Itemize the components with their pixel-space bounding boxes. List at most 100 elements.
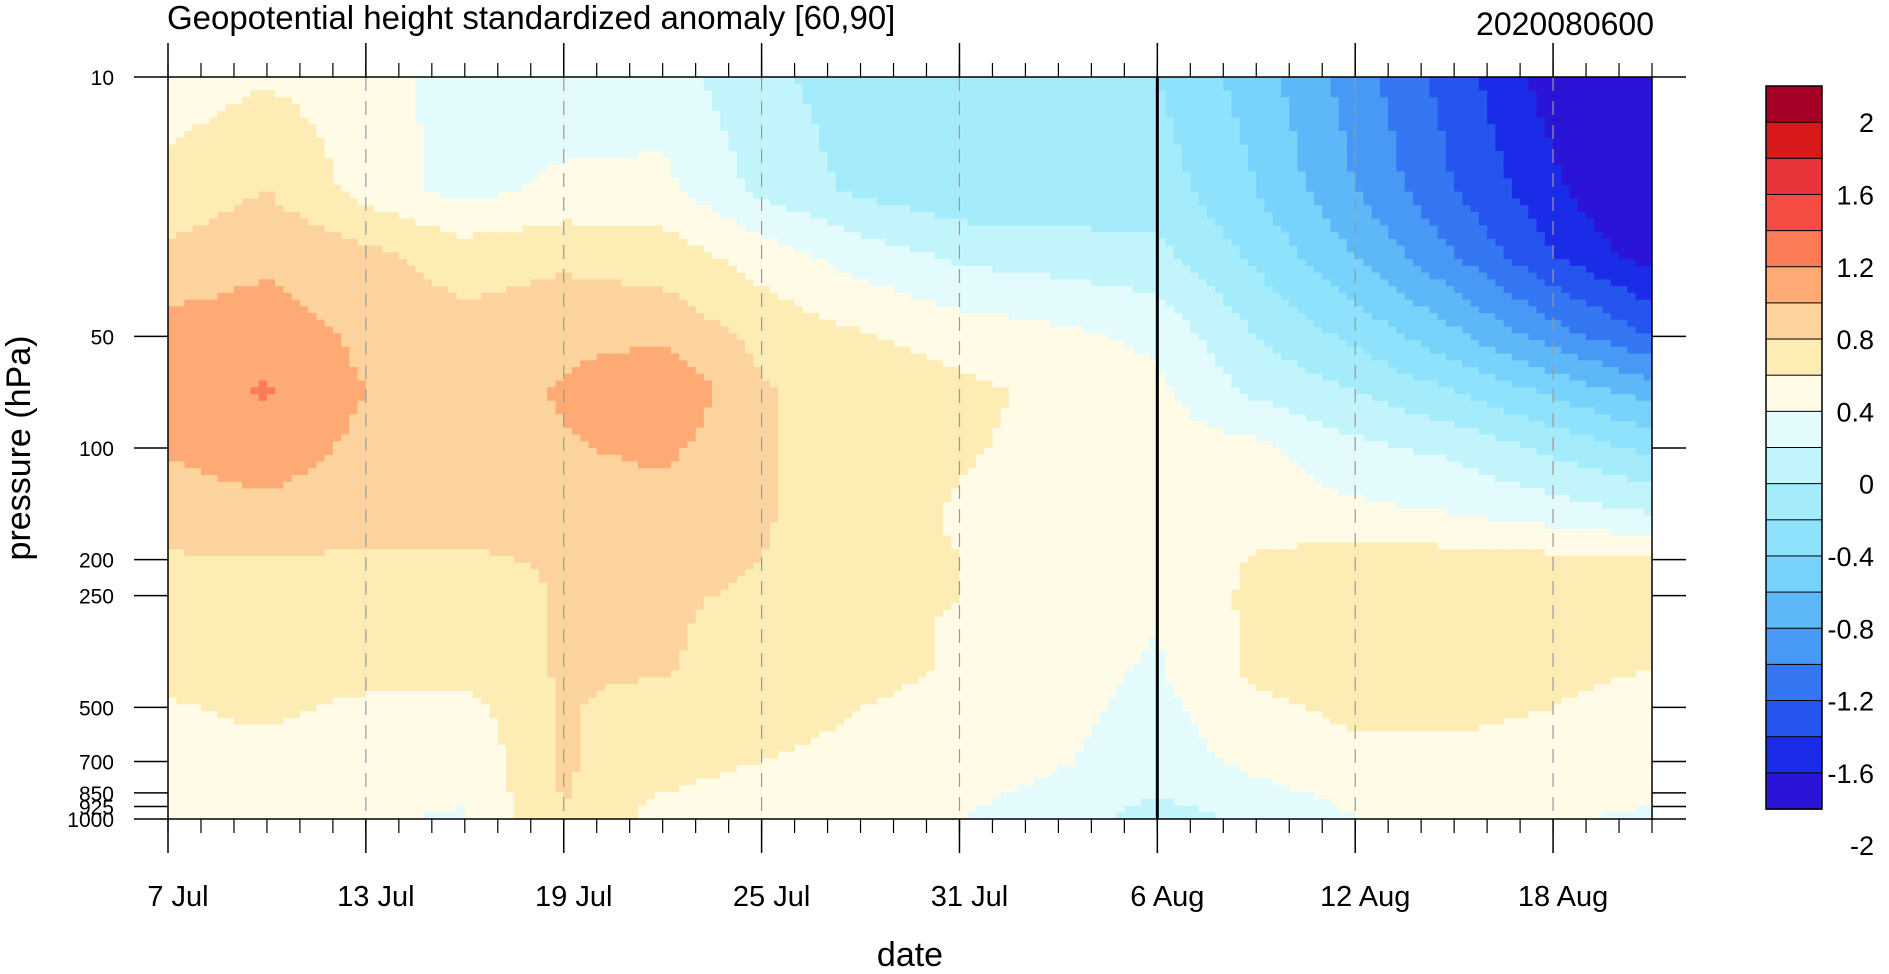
anomaly-cell (316, 697, 326, 705)
anomaly-cell (209, 387, 219, 395)
anomaly-cell (168, 178, 177, 186)
anomaly-cell (275, 481, 285, 490)
anomaly-cell (390, 238, 400, 247)
anomaly-cell (481, 441, 491, 449)
anomaly-cell (250, 319, 260, 328)
anomaly-cell (233, 218, 243, 226)
anomaly-cell (168, 157, 177, 166)
anomaly-cell (349, 198, 359, 206)
anomaly-cell (514, 576, 524, 584)
anomaly-cell (217, 252, 227, 260)
anomaly-cell (242, 252, 252, 260)
anomaly-cell (415, 299, 425, 307)
anomaly-cell (266, 630, 276, 638)
anomaly-cell (291, 616, 301, 624)
anomaly-cell (283, 697, 293, 705)
anomaly-cell (530, 130, 540, 139)
anomaly-cell (539, 211, 548, 220)
anomaly-cell (522, 434, 532, 442)
anomaly-cell (299, 137, 309, 146)
anomaly-cell (473, 555, 482, 564)
anomaly-cell (283, 198, 293, 206)
anomaly-cell (423, 704, 433, 712)
anomaly-cell (390, 333, 400, 341)
anomaly-cell (176, 690, 186, 699)
anomaly-cell (431, 265, 441, 274)
anomaly-cell (423, 657, 433, 665)
anomaly-cell (275, 110, 285, 119)
anomaly-cell (398, 758, 408, 766)
anomaly-cell (522, 758, 532, 766)
anomaly-cell (176, 353, 186, 361)
anomaly-cell (390, 313, 400, 321)
anomaly-cell (324, 144, 334, 152)
anomaly-cell (258, 97, 268, 105)
anomaly-cell (522, 474, 532, 483)
anomaly-cell (489, 771, 499, 780)
anomaly-cell (233, 555, 243, 564)
anomaly-cell (200, 542, 210, 550)
anomaly-cell (266, 522, 276, 530)
anomaly-cell (506, 657, 515, 665)
anomaly-cell (407, 589, 416, 597)
anomaly-cell (473, 528, 482, 537)
anomaly-cell (225, 164, 235, 173)
anomaly-cell (415, 272, 425, 280)
anomaly-cell (481, 144, 491, 152)
anomaly-cell (514, 738, 524, 746)
anomaly-cell (473, 576, 482, 584)
anomaly-cell (299, 326, 309, 334)
anomaly-cell (299, 292, 309, 301)
anomaly-cell (200, 265, 210, 274)
anomaly-cell (407, 778, 416, 786)
anomaly-cell (382, 501, 392, 510)
anomaly-cell (283, 279, 293, 287)
anomaly-cell (365, 252, 375, 260)
anomaly-cell (497, 630, 507, 638)
anomaly-cell (168, 805, 177, 813)
anomaly-cell (448, 299, 458, 307)
anomaly-cell (233, 184, 243, 193)
anomaly-cell (357, 677, 367, 685)
anomaly-cell (390, 812, 400, 819)
anomaly-cell (514, 387, 524, 395)
anomaly-cell (250, 778, 260, 786)
anomaly-cell (291, 130, 301, 139)
anomaly-cell (398, 198, 408, 206)
anomaly-cell (242, 731, 252, 739)
anomaly-cell (308, 130, 317, 139)
anomaly-cell (209, 144, 219, 152)
anomaly-cell (291, 697, 301, 705)
anomaly-cell (390, 582, 400, 591)
anomaly-cell (283, 751, 293, 759)
anomaly-cell (448, 468, 458, 476)
anomaly-cell (192, 360, 202, 368)
anomaly-cell (522, 636, 532, 645)
anomaly-cell (423, 515, 433, 523)
anomaly-cell (324, 400, 334, 409)
anomaly-cell (423, 501, 433, 510)
anomaly-cell (168, 184, 177, 193)
anomaly-cell (415, 340, 425, 348)
anomaly-cell (530, 576, 540, 584)
anomaly-cell (242, 400, 252, 409)
anomaly-cell (374, 353, 383, 361)
anomaly-cell (324, 623, 334, 631)
anomaly-cell (506, 407, 515, 415)
anomaly-cell (473, 367, 482, 375)
anomaly-cell (233, 636, 243, 645)
anomaly-cell (250, 731, 260, 739)
anomaly-cell (522, 535, 532, 544)
anomaly-cell (382, 623, 392, 631)
anomaly-cell (168, 609, 177, 618)
anomaly-cell (233, 481, 243, 490)
anomaly-cell (192, 778, 202, 786)
anomaly-cell (324, 77, 334, 85)
anomaly-cell (250, 137, 260, 146)
anomaly-cell (217, 481, 227, 490)
anomaly-cell (473, 279, 482, 287)
anomaly-cell (176, 279, 186, 287)
anomaly-cell (209, 515, 219, 523)
anomaly-cell (266, 333, 276, 341)
anomaly-cell (464, 630, 474, 638)
